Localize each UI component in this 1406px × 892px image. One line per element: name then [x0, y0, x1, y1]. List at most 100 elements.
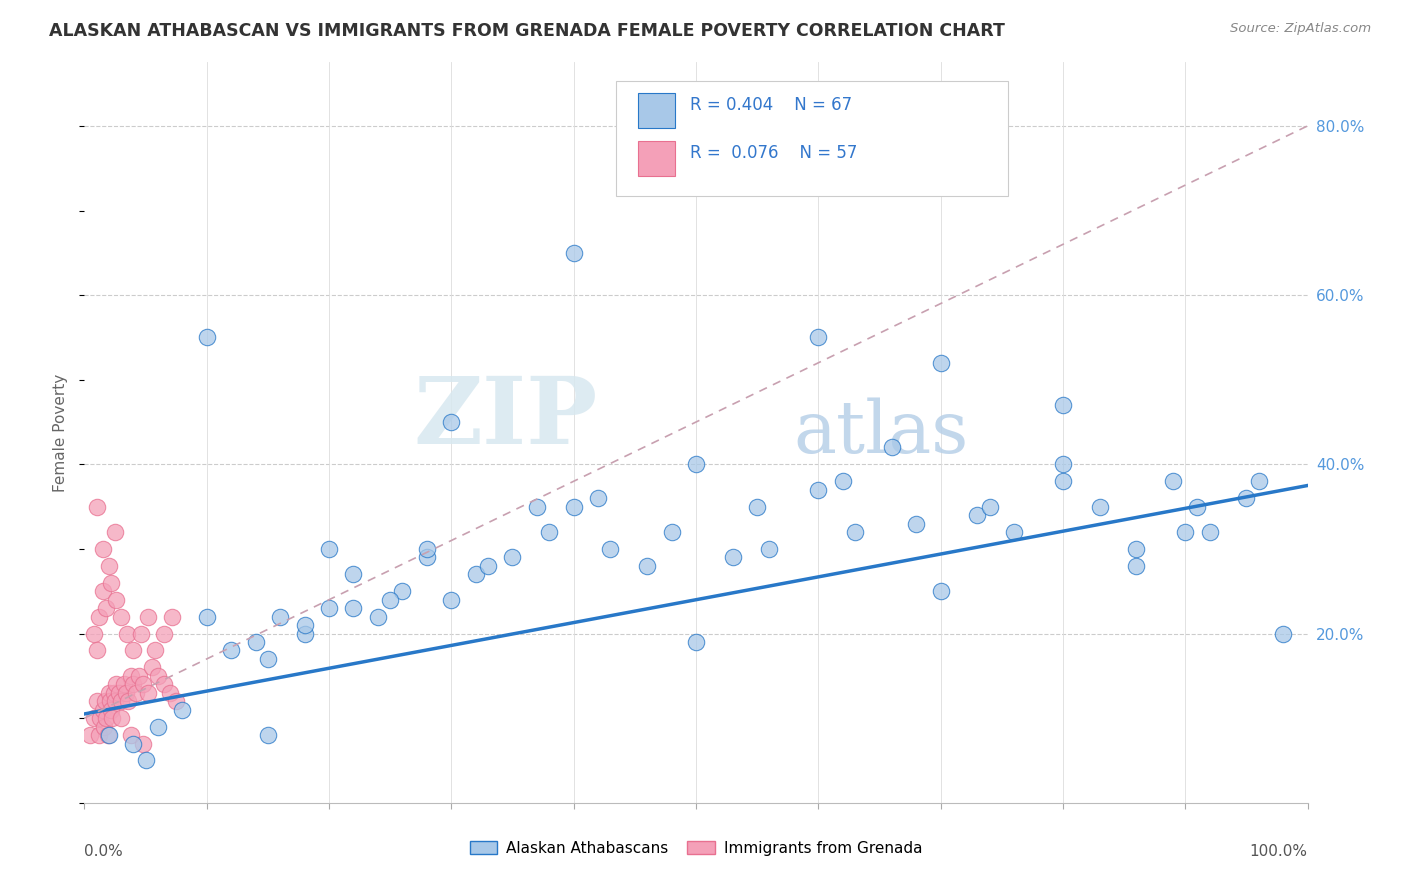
Point — [245, 635, 267, 649]
FancyBboxPatch shape — [638, 93, 675, 128]
Point — [342, 567, 364, 582]
Point — [1125, 558, 1147, 573]
Point — [91, 584, 114, 599]
Point — [105, 677, 128, 691]
Point — [100, 575, 122, 590]
Point — [110, 694, 132, 708]
Point — [538, 524, 561, 539]
Point — [502, 550, 524, 565]
Point — [599, 541, 621, 556]
Point — [91, 541, 114, 556]
Point — [1125, 541, 1147, 556]
Text: Source: ZipAtlas.com: Source: ZipAtlas.com — [1230, 22, 1371, 36]
Point — [685, 635, 707, 649]
Point — [831, 475, 853, 489]
Point — [91, 703, 114, 717]
Point — [110, 609, 132, 624]
Point — [1198, 524, 1220, 539]
Point — [115, 626, 138, 640]
Point — [966, 508, 988, 522]
Point — [141, 660, 163, 674]
Text: 100.0%: 100.0% — [1250, 844, 1308, 858]
Point — [86, 643, 108, 657]
Point — [83, 626, 105, 640]
Point — [342, 601, 364, 615]
Point — [636, 558, 658, 573]
Point — [79, 728, 101, 742]
Point — [120, 728, 142, 742]
Point — [153, 677, 176, 691]
Point — [122, 643, 145, 657]
Point — [747, 500, 769, 514]
Point — [464, 567, 486, 582]
Point — [294, 618, 316, 632]
Point — [159, 686, 181, 700]
Point — [269, 609, 291, 624]
FancyBboxPatch shape — [638, 141, 675, 177]
Point — [132, 677, 155, 691]
Point — [880, 441, 903, 455]
Point — [1052, 398, 1074, 412]
Point — [1272, 626, 1295, 640]
Point — [219, 643, 242, 657]
Point — [391, 584, 413, 599]
Point — [1161, 475, 1184, 489]
Point — [294, 626, 316, 640]
Point — [86, 500, 108, 514]
Point — [128, 669, 150, 683]
Point — [257, 652, 280, 666]
Text: ALASKAN ATHABASCAN VS IMMIGRANTS FROM GRENADA FEMALE POVERTY CORRELATION CHART: ALASKAN ATHABASCAN VS IMMIGRANTS FROM GR… — [49, 22, 1005, 40]
Point — [318, 601, 340, 615]
Point — [1088, 500, 1111, 514]
Point — [110, 711, 132, 725]
Point — [120, 669, 142, 683]
Point — [146, 720, 169, 734]
Point — [1174, 524, 1197, 539]
Point — [685, 458, 707, 472]
Point — [1236, 491, 1258, 506]
Point — [929, 356, 952, 370]
Point — [1052, 475, 1074, 489]
Point — [416, 541, 439, 556]
Point — [112, 677, 135, 691]
Legend: Alaskan Athabascans, Immigrants from Grenada: Alaskan Athabascans, Immigrants from Gre… — [464, 835, 928, 862]
Point — [195, 609, 218, 624]
FancyBboxPatch shape — [616, 81, 1008, 195]
Point — [96, 711, 118, 725]
Point — [562, 245, 585, 260]
Point — [122, 677, 145, 691]
Point — [98, 694, 121, 708]
Text: R = 0.404    N = 67: R = 0.404 N = 67 — [690, 95, 852, 113]
Point — [86, 694, 108, 708]
Point — [367, 609, 389, 624]
Point — [146, 669, 169, 683]
Point — [257, 728, 280, 742]
Point — [97, 728, 120, 742]
Text: atlas: atlas — [794, 397, 969, 468]
Point — [758, 541, 780, 556]
Point — [122, 737, 145, 751]
Point — [136, 686, 159, 700]
Text: 0.0%: 0.0% — [84, 844, 124, 858]
Point — [135, 754, 157, 768]
Point — [162, 609, 184, 624]
Point — [979, 500, 1001, 514]
Point — [93, 720, 115, 734]
Point — [477, 558, 499, 573]
Point — [107, 686, 129, 700]
Point — [526, 500, 548, 514]
Point — [100, 703, 122, 717]
Point — [1247, 475, 1270, 489]
Point — [89, 711, 111, 725]
Point — [1052, 458, 1074, 472]
Point — [1187, 500, 1209, 514]
Point — [562, 500, 585, 514]
Point — [101, 711, 124, 725]
Point — [94, 694, 117, 708]
Point — [115, 686, 138, 700]
Point — [1002, 524, 1025, 539]
Point — [125, 686, 148, 700]
Point — [83, 711, 105, 725]
Point — [132, 737, 155, 751]
Point — [105, 592, 128, 607]
